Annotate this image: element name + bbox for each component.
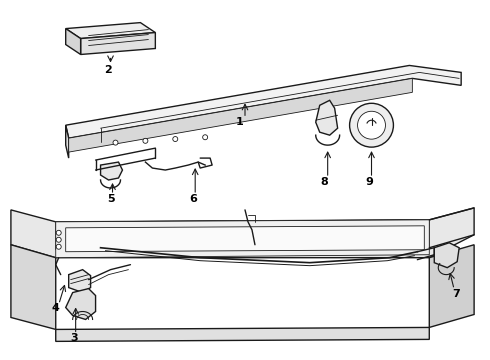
Polygon shape: [66, 23, 155, 39]
Circle shape: [173, 136, 178, 141]
Polygon shape: [434, 243, 459, 268]
Text: 8: 8: [321, 177, 329, 187]
Circle shape: [203, 135, 208, 140]
Circle shape: [56, 244, 61, 249]
Circle shape: [349, 103, 393, 147]
Circle shape: [143, 138, 148, 143]
Polygon shape: [429, 245, 474, 328]
Polygon shape: [69, 78, 413, 152]
Polygon shape: [56, 220, 429, 250]
Polygon shape: [66, 125, 69, 158]
Polygon shape: [66, 66, 461, 138]
Polygon shape: [66, 28, 81, 54]
Polygon shape: [66, 226, 424, 252]
Polygon shape: [81, 32, 155, 54]
Polygon shape: [66, 289, 96, 319]
Text: 3: 3: [70, 333, 77, 343]
Polygon shape: [56, 220, 429, 258]
Circle shape: [56, 237, 61, 242]
Text: 1: 1: [236, 117, 244, 127]
Text: 6: 6: [189, 194, 197, 204]
Circle shape: [56, 230, 61, 235]
Text: 7: 7: [452, 289, 460, 298]
Text: 9: 9: [366, 177, 373, 187]
Polygon shape: [11, 245, 56, 329]
Polygon shape: [11, 208, 474, 258]
Polygon shape: [100, 162, 122, 180]
Polygon shape: [316, 100, 338, 135]
Polygon shape: [69, 270, 91, 293]
Text: 4: 4: [52, 303, 60, 314]
Text: 5: 5: [107, 194, 114, 204]
Polygon shape: [56, 328, 429, 341]
Circle shape: [113, 140, 118, 145]
Text: 2: 2: [104, 66, 111, 75]
Circle shape: [358, 111, 386, 139]
